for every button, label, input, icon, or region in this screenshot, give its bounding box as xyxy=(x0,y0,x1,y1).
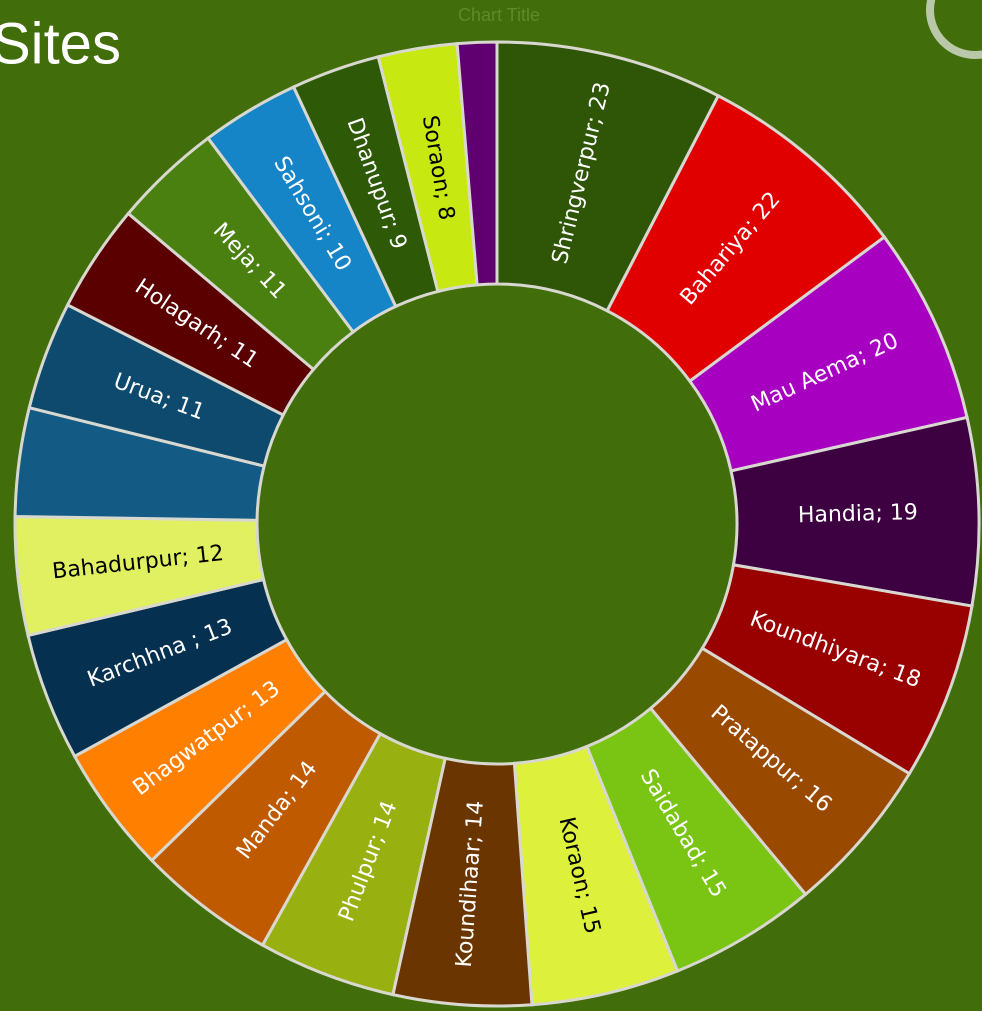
chart-title: Sites xyxy=(0,11,121,76)
wedge xyxy=(455,40,499,287)
logo xyxy=(926,0,982,59)
data-label: Handia; 19 xyxy=(798,500,919,528)
chart-subtitle: Chart Title xyxy=(458,5,540,25)
